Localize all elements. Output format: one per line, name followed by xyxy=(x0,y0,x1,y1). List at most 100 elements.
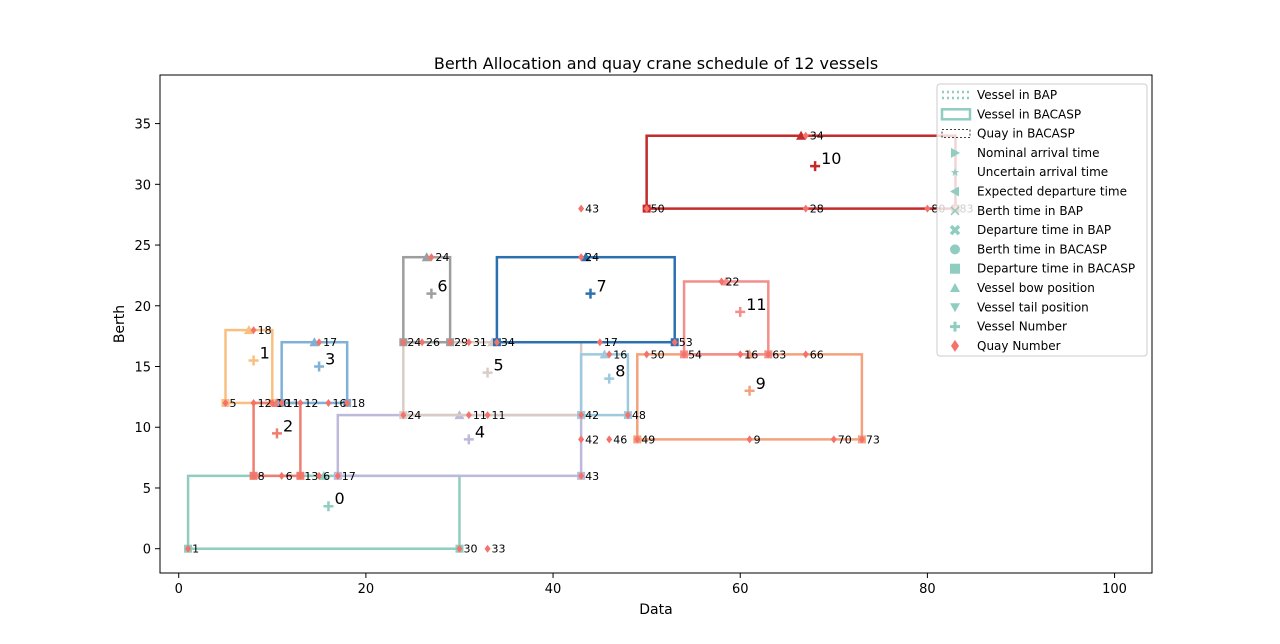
vessel-6: 6 xyxy=(399,252,455,347)
point-label-text: 54 xyxy=(688,348,702,361)
point-label-text: 24 xyxy=(585,251,599,264)
vessel-3-number-marker xyxy=(314,361,325,372)
quay-marker xyxy=(297,398,304,407)
point-label-text: 17 xyxy=(604,336,618,349)
vessel-4: 4 xyxy=(333,410,586,480)
legend-swatch: ★ xyxy=(950,166,960,179)
legend-label: Berth time in BAP xyxy=(977,204,1083,218)
vessel-6-number-marker xyxy=(426,288,437,299)
point-label-31: 48 xyxy=(624,409,646,422)
vessel-4-number: 4 xyxy=(475,422,485,441)
vessel-8-number: 8 xyxy=(615,362,625,381)
point-label-43: 66 xyxy=(802,348,824,361)
y-tick-label-30: 30 xyxy=(134,178,151,193)
point-label-17: 24 xyxy=(400,409,421,422)
vessel-11-bow-marker xyxy=(721,276,732,286)
quay-marker xyxy=(325,398,332,407)
point-label-text: 5 xyxy=(230,397,237,410)
point-label-text: 12 xyxy=(258,397,272,410)
point-label-38: 73 xyxy=(858,433,880,446)
point-label-15: 17 xyxy=(334,470,356,483)
quay-marker xyxy=(596,338,603,347)
point-label-text: 24 xyxy=(435,251,449,264)
quay-marker xyxy=(484,544,491,553)
vessel-5: 5 xyxy=(399,337,586,420)
point-label-text: 22 xyxy=(726,275,740,288)
legend-label: Vessel tail position xyxy=(977,300,1089,314)
quay-marker xyxy=(465,411,472,420)
legend-item-10: Vessel bow position xyxy=(950,281,1095,295)
legend-label: Departure time in BAP xyxy=(977,223,1111,237)
point-label-1: 30 xyxy=(456,543,477,556)
vessel-2-number: 2 xyxy=(283,416,293,435)
point-label-text: 66 xyxy=(810,348,824,361)
legend-item-9: Departure time in BACASP xyxy=(950,262,1135,276)
point-label-text: 16 xyxy=(744,348,758,361)
quay-marker xyxy=(624,411,631,420)
chart-title: Berth Allocation and quay crane schedule… xyxy=(434,54,878,73)
vessel-10: 10 xyxy=(642,130,960,213)
point-label-text: 53 xyxy=(679,336,693,349)
point-label-text: 18 xyxy=(351,397,365,410)
point-label-50: 34 xyxy=(802,130,824,143)
legend-label: Expected departure time xyxy=(977,185,1127,199)
plot-area: 0123456789101113033512101118861316181217… xyxy=(184,130,973,556)
legend-item-1: Vessel in BACASP xyxy=(940,107,1081,121)
vessel-3-number: 3 xyxy=(325,350,335,369)
quay-marker xyxy=(737,350,744,359)
quay-marker xyxy=(830,435,837,444)
legend-item-7: Departure time in BAP xyxy=(949,223,1111,237)
point-label-text: 26 xyxy=(426,336,440,349)
legend-item-11: Vessel tail position xyxy=(950,300,1089,314)
y-tick-label-25: 25 xyxy=(134,239,151,254)
point-label-41: 16 xyxy=(737,348,758,361)
point-label-text: 11 xyxy=(286,397,300,410)
legend-swatch xyxy=(949,224,961,236)
point-label-text: 73 xyxy=(866,433,880,446)
vessel-10-box xyxy=(645,134,957,210)
point-label-35: 49 xyxy=(634,433,655,446)
point-label-text: 11 xyxy=(492,409,506,422)
point-label-13: 12 xyxy=(297,397,318,410)
point-label-42: 63 xyxy=(765,348,786,361)
quay-marker xyxy=(278,471,285,480)
quay-marker xyxy=(316,338,323,347)
point-label-12: 18 xyxy=(344,397,365,410)
point-label-8: 8 xyxy=(250,470,265,483)
legend-item-12: Vessel Number xyxy=(950,320,1067,334)
point-label-text: 16 xyxy=(332,397,346,410)
quay-marker xyxy=(428,253,435,262)
point-label-text: 50 xyxy=(651,203,665,216)
point-label-text: 42 xyxy=(585,433,599,446)
point-label-text: 48 xyxy=(632,409,646,422)
quay-marker xyxy=(400,338,407,347)
vessel-9-number-marker xyxy=(744,385,755,396)
quay-marker xyxy=(316,471,323,480)
vessel-1-number-marker xyxy=(248,355,259,366)
legend-label: Quay in BACASP xyxy=(977,127,1075,141)
vessel-11-box xyxy=(682,280,770,356)
quay-marker xyxy=(185,544,192,553)
quay-marker xyxy=(634,435,641,444)
legend-swatch xyxy=(950,263,960,274)
point-label-text: 34 xyxy=(501,336,515,349)
quay-marker xyxy=(643,204,650,213)
y-tick-label-10: 10 xyxy=(134,421,151,436)
point-label-49: 43 xyxy=(578,203,599,216)
quay-marker xyxy=(278,398,285,407)
legend-label: Departure time in BACASP xyxy=(977,262,1135,276)
vessel-4-number-marker xyxy=(463,434,474,445)
legend-box xyxy=(936,83,1148,357)
legend-label: Vessel bow position xyxy=(977,281,1095,295)
point-label-19: 11 xyxy=(484,409,506,422)
vessel-1-number: 1 xyxy=(260,343,270,362)
legend-swatch xyxy=(950,321,960,332)
legend-swatch xyxy=(950,303,960,313)
point-label-text: 9 xyxy=(754,433,761,446)
point-label-30: 42 xyxy=(578,409,599,422)
y-tick-label-0: 0 xyxy=(143,543,151,558)
vessel-11: 11 xyxy=(680,276,773,359)
quay-marker xyxy=(250,471,257,480)
vessel-5-number: 5 xyxy=(494,356,504,375)
